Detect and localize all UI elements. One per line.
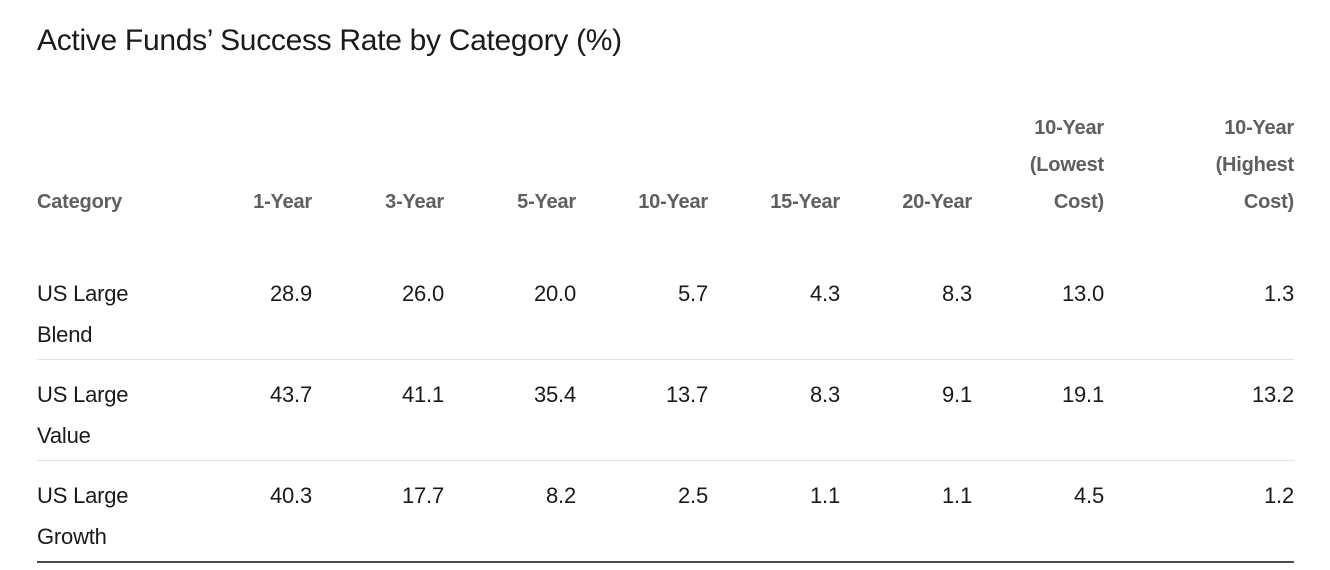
value-cell: 1.1 — [810, 483, 840, 508]
table-row-us-large-blend: US Large Blend 28.9 26.0 20.0 5.7 4.3 8.… — [37, 259, 1294, 360]
value-cell: 43.7 — [269, 382, 312, 407]
page-title: Active Funds’ Success Rate by Category (… — [37, 24, 622, 57]
category-cell: US Large Blend — [37, 281, 129, 347]
header-row: Category 1-Year 3-Year 5-Year 10-Year 15… — [37, 110, 1294, 259]
value-cell: 8.3 — [810, 382, 840, 407]
column-header-20-year: 20-Year — [902, 191, 972, 213]
value-cell: 1.2 — [1264, 483, 1294, 508]
value-cell: 41.1 — [401, 382, 444, 407]
column-header-10-year: 10-Year — [638, 191, 708, 213]
value-cell: 13.7 — [665, 382, 708, 407]
category-cell: US Large Value — [37, 382, 129, 448]
success-rate-table: Category 1-Year 3-Year 5-Year 10-Year 15… — [37, 110, 1294, 563]
value-cell: 35.4 — [533, 382, 576, 407]
value-cell: 4.5 — [1074, 483, 1104, 508]
column-header-3-year: 3-Year — [385, 191, 444, 213]
value-cell: 4.3 — [810, 281, 840, 306]
value-cell: 2.5 — [678, 483, 708, 508]
value-cell: 1.1 — [942, 483, 972, 508]
table-row-us-large-growth: US Large Growth 40.3 17.7 8.2 2.5 1.1 1.… — [37, 461, 1294, 562]
table-row-us-large-value: US Large Value 43.7 41.1 35.4 13.7 8.3 9… — [37, 360, 1294, 461]
column-header-1-year: 1-Year — [253, 191, 312, 213]
value-cell: 13.0 — [1061, 281, 1104, 306]
value-cell: 26.0 — [401, 281, 444, 306]
value-cell: 1.3 — [1264, 281, 1294, 306]
value-cell: 17.7 — [401, 483, 444, 508]
column-header-10-year-highest-cost: 10-Year (Highest Cost) — [1215, 117, 1295, 213]
value-cell: 13.2 — [1251, 382, 1294, 407]
value-cell: 20.0 — [533, 281, 576, 306]
value-cell: 40.3 — [269, 483, 312, 508]
column-header-5-year: 5-Year — [517, 191, 576, 213]
table-header: Category 1-Year 3-Year 5-Year 10-Year 15… — [37, 110, 1294, 259]
column-header-15-year: 15-Year — [770, 191, 840, 213]
column-header-10-year-lowest-cost: 10-Year (Lowest Cost) — [1029, 117, 1104, 213]
value-cell: 19.1 — [1061, 382, 1104, 407]
value-cell: 9.1 — [942, 382, 972, 407]
category-cell: US Large Growth — [37, 483, 129, 549]
column-header-category: Category — [37, 191, 123, 213]
value-cell: 8.3 — [942, 281, 972, 306]
table-body: US Large Blend 28.9 26.0 20.0 5.7 4.3 8.… — [37, 259, 1294, 562]
value-cell: 5.7 — [678, 281, 708, 306]
value-cell: 28.9 — [269, 281, 312, 306]
value-cell: 8.2 — [546, 483, 576, 508]
